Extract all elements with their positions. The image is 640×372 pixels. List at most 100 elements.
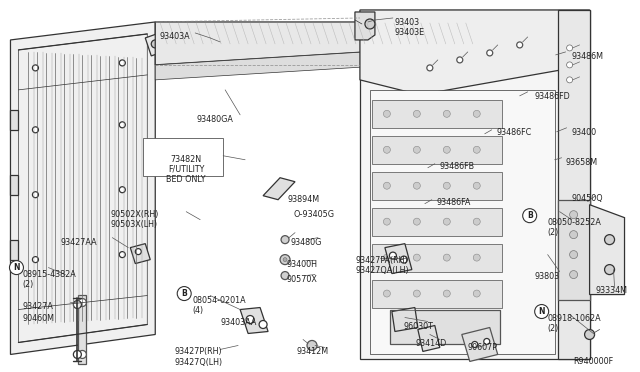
Circle shape [473, 218, 480, 225]
Text: 93403AA: 93403AA [220, 318, 257, 327]
Circle shape [457, 57, 463, 63]
Circle shape [473, 290, 480, 297]
Circle shape [119, 187, 125, 193]
Text: 93486FB: 93486FB [440, 162, 475, 171]
Text: 93480GA: 93480GA [196, 115, 234, 124]
Circle shape [33, 257, 38, 263]
Circle shape [177, 286, 191, 301]
Polygon shape [557, 10, 589, 359]
Circle shape [33, 127, 38, 133]
Bar [143, 138, 223, 176]
Text: 90607P: 90607P [468, 343, 498, 353]
Circle shape [484, 339, 490, 344]
Bar [10, 240, 19, 260]
Polygon shape [370, 90, 555, 355]
Circle shape [151, 40, 159, 48]
Circle shape [33, 65, 38, 71]
Circle shape [119, 251, 125, 257]
Text: 96030T: 96030T [404, 321, 434, 330]
Circle shape [74, 301, 81, 308]
Polygon shape [360, 10, 589, 359]
Circle shape [473, 254, 480, 261]
Text: 08054-0201A
(4): 08054-0201A (4) [192, 295, 246, 315]
Bar [372, 280, 502, 308]
Circle shape [365, 19, 375, 29]
Circle shape [605, 264, 614, 275]
Circle shape [383, 290, 390, 297]
Text: 08915-4382A
(2): 08915-4382A (2) [22, 270, 76, 289]
Circle shape [413, 218, 420, 225]
Bar [372, 100, 502, 128]
Text: 93400: 93400 [572, 128, 596, 137]
Bar [372, 244, 502, 272]
Text: 93486FD: 93486FD [534, 92, 570, 101]
Circle shape [444, 218, 451, 225]
Text: 93480G: 93480G [290, 238, 321, 247]
Text: 93427P(RH)
93427Q(LH): 93427P(RH) 93427Q(LH) [174, 347, 222, 366]
Circle shape [78, 350, 86, 359]
Text: 08050-8252A
(2): 08050-8252A (2) [548, 218, 602, 237]
Bar [78, 295, 86, 365]
Polygon shape [418, 326, 440, 352]
Bar [372, 172, 502, 200]
Bar [10, 110, 19, 130]
Text: 93658M: 93658M [566, 158, 598, 167]
Circle shape [281, 235, 289, 244]
Circle shape [246, 315, 254, 324]
Text: 93403: 93403 [395, 18, 420, 27]
Circle shape [401, 256, 408, 263]
Circle shape [156, 55, 163, 61]
Circle shape [413, 110, 420, 117]
Text: 93334M: 93334M [596, 286, 628, 295]
Circle shape [135, 248, 141, 254]
Text: R940000F: R940000F [573, 357, 614, 366]
Text: 93403A: 93403A [160, 32, 191, 41]
Circle shape [10, 261, 24, 275]
Circle shape [259, 321, 267, 328]
Bar [10, 175, 19, 195]
Circle shape [413, 182, 420, 189]
Circle shape [534, 305, 548, 318]
Circle shape [78, 299, 86, 307]
Circle shape [570, 231, 578, 238]
Polygon shape [355, 12, 375, 40]
Text: B: B [181, 289, 187, 298]
Circle shape [570, 270, 578, 279]
Circle shape [413, 290, 420, 297]
Polygon shape [385, 244, 412, 273]
Circle shape [281, 272, 289, 280]
Circle shape [473, 110, 480, 117]
Circle shape [33, 192, 38, 198]
Circle shape [383, 146, 390, 153]
Polygon shape [240, 308, 268, 333]
Circle shape [413, 254, 420, 261]
Text: 93403E: 93403E [395, 28, 425, 37]
Text: 90460M: 90460M [22, 314, 54, 323]
Circle shape [119, 122, 125, 128]
Circle shape [444, 110, 451, 117]
Circle shape [523, 209, 537, 223]
Polygon shape [131, 244, 150, 264]
Text: 90450Q: 90450Q [572, 194, 604, 203]
Polygon shape [263, 178, 295, 200]
Polygon shape [557, 200, 589, 299]
Polygon shape [10, 22, 156, 355]
Circle shape [566, 62, 573, 68]
Text: 93894M: 93894M [287, 195, 319, 204]
Circle shape [444, 254, 451, 261]
Polygon shape [462, 327, 498, 362]
Circle shape [383, 218, 390, 225]
Circle shape [570, 251, 578, 259]
Circle shape [487, 50, 493, 56]
Text: 93486FA: 93486FA [437, 198, 471, 207]
Bar [390, 310, 500, 344]
Circle shape [427, 65, 433, 71]
Circle shape [566, 77, 573, 83]
Circle shape [307, 340, 317, 350]
Polygon shape [392, 308, 418, 331]
Circle shape [516, 42, 523, 48]
Text: 93400H: 93400H [286, 260, 317, 269]
Circle shape [584, 330, 595, 340]
Circle shape [413, 146, 420, 153]
Text: 90570X: 90570X [286, 275, 317, 283]
